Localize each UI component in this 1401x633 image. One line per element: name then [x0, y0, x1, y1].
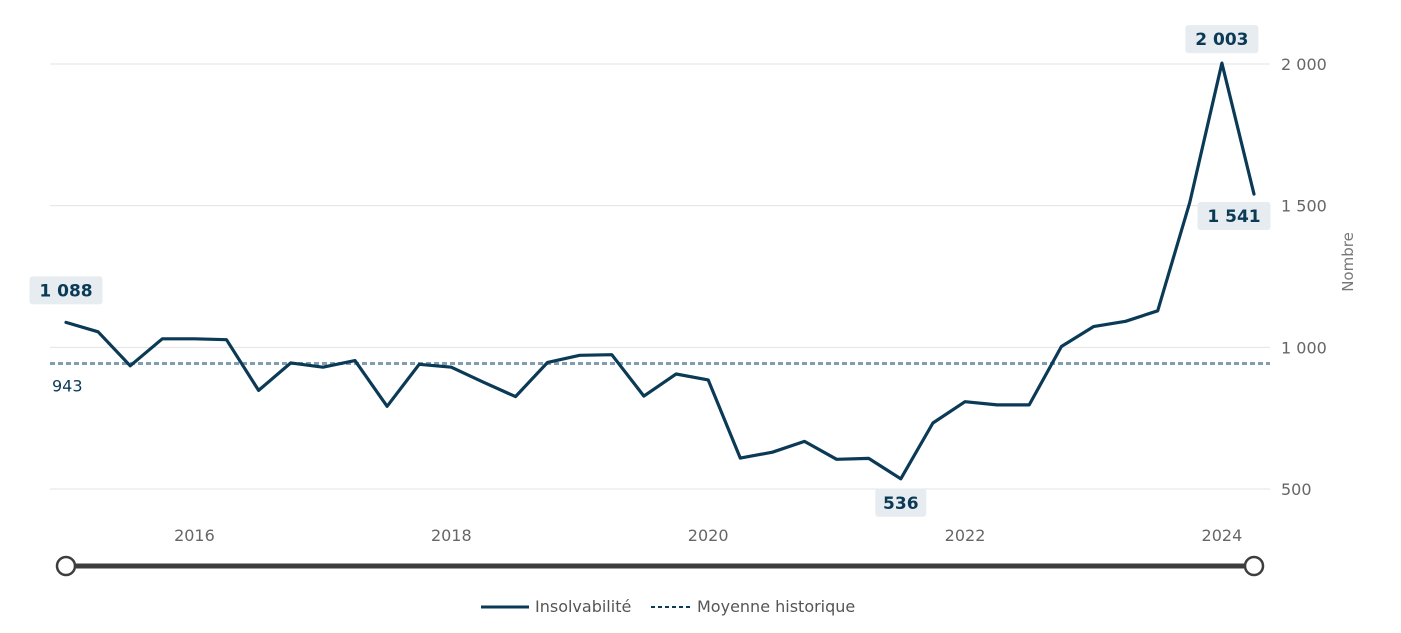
gridlines	[50, 63, 1270, 490]
data-point[interactable]	[798, 435, 810, 447]
y-tick-label: 2 000	[1281, 55, 1327, 74]
average-line-group: 943	[50, 361, 1270, 395]
data-point[interactable]	[445, 361, 457, 373]
data-point[interactable]	[766, 446, 778, 458]
data-point[interactable]	[60, 316, 72, 328]
data-point[interactable]	[477, 376, 489, 388]
data-point[interactable]	[285, 357, 297, 369]
legend-item-moyenne-historique[interactable]: Moyenne historique	[651, 597, 855, 616]
data-point[interactable]	[863, 452, 875, 464]
data-point[interactable]	[1055, 340, 1067, 352]
series-line-insolvabilite[interactable]	[64, 61, 1256, 481]
series-group[interactable]	[60, 57, 1260, 485]
x-tick-label: 2022	[945, 526, 986, 545]
legend-label: Insolvabilité	[535, 597, 631, 616]
data-point[interactable]	[1216, 57, 1228, 69]
legend-item-insolvabilite[interactable]: Insolvabilité	[481, 597, 631, 616]
data-point[interactable]	[317, 361, 329, 373]
range-slider-start-handle[interactable]	[55, 555, 77, 577]
data-label-text: 2 003	[1195, 30, 1248, 50]
data-point[interactable]	[895, 473, 907, 485]
data-label: 2 003	[1185, 25, 1259, 54]
y-axis-ticks: 500 1 000 1 500 2 000	[1281, 55, 1327, 499]
y-axis-title: Nombre	[1339, 232, 1357, 292]
data-label-box	[29, 276, 103, 305]
average-label: 943	[52, 376, 83, 395]
data-point[interactable]	[734, 452, 746, 464]
data-point[interactable]	[670, 368, 682, 380]
data-point[interactable]	[991, 399, 1003, 411]
data-point[interactable]	[542, 356, 554, 368]
data-label-box	[875, 488, 927, 517]
data-label-text: 536	[883, 494, 919, 514]
y-tick-label: 1 000	[1281, 338, 1327, 357]
data-point[interactable]	[574, 349, 586, 361]
x-tick-label: 2024	[1202, 526, 1243, 545]
range-slider[interactable]	[55, 555, 1265, 577]
data-label-box	[1197, 202, 1271, 231]
data-point[interactable]	[124, 360, 136, 372]
data-point[interactable]	[188, 333, 200, 345]
data-point[interactable]	[831, 453, 843, 465]
data-point[interactable]	[510, 391, 522, 403]
data-label: 1 541	[1197, 202, 1271, 231]
data-labels: 1 088 536 2 003 1 541	[29, 25, 1271, 517]
x-tick-label: 2020	[688, 526, 729, 545]
data-point[interactable]	[413, 358, 425, 370]
data-point[interactable]	[156, 333, 168, 345]
data-point[interactable]	[381, 400, 393, 412]
legend[interactable]: Insolvabilité Moyenne historique	[481, 597, 855, 616]
data-point[interactable]	[606, 349, 618, 361]
range-slider-end-handle[interactable]	[1243, 555, 1265, 577]
data-label: 536	[875, 488, 927, 517]
data-point[interactable]	[959, 396, 971, 408]
data-point[interactable]	[1248, 188, 1260, 200]
data-point[interactable]	[92, 326, 104, 338]
data-label-box	[1185, 25, 1259, 54]
data-label-text: 1 088	[39, 281, 92, 301]
x-tick-label: 2018	[431, 526, 472, 545]
data-label-text: 1 541	[1207, 207, 1260, 227]
data-point[interactable]	[638, 390, 650, 402]
data-point[interactable]	[927, 417, 939, 429]
x-axis-ticks: 2016 2018 2020 2022 2024	[174, 526, 1242, 545]
data-point[interactable]	[702, 374, 714, 386]
data-point[interactable]	[253, 384, 265, 396]
legend-label: Moyenne historique	[697, 597, 855, 616]
x-tick-label: 2016	[174, 526, 215, 545]
data-point[interactable]	[1087, 321, 1099, 333]
data-label: 1 088	[29, 276, 103, 305]
y-tick-label: 1 500	[1281, 197, 1327, 216]
data-point[interactable]	[1152, 305, 1164, 317]
y-tick-label: 500	[1281, 480, 1312, 499]
data-point[interactable]	[1184, 196, 1196, 208]
data-point[interactable]	[1120, 315, 1132, 327]
data-point[interactable]	[1023, 399, 1035, 411]
data-point[interactable]	[349, 355, 361, 367]
data-point[interactable]	[221, 334, 233, 346]
